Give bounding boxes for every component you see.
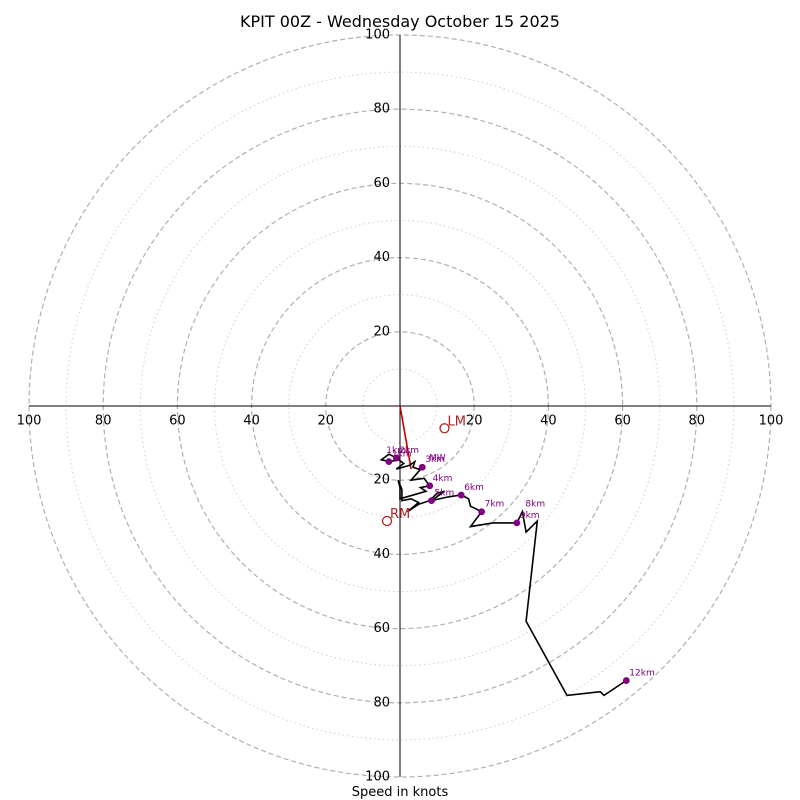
- storm-motion-LM: [439, 423, 450, 434]
- tick-down-20: 20: [373, 473, 390, 488]
- tick-down-60: 60: [373, 621, 390, 636]
- storm-motion-label-LM: LM: [448, 414, 466, 429]
- extra-height-label-1: 8km: [525, 500, 545, 510]
- height-marker-5km: [428, 497, 435, 505]
- hodograph-trace: [379, 453, 627, 697]
- height-label-9km: 9km: [520, 511, 540, 521]
- tick-up-40: 40: [373, 250, 390, 265]
- height-marker-7km: [478, 508, 486, 516]
- tick-down-80: 80: [373, 695, 390, 710]
- tick-right-80: 80: [689, 414, 706, 429]
- height-label-1km: 1km: [392, 450, 412, 460]
- tick-left-40: 40: [243, 414, 260, 429]
- x-axis-label: Speed in knots: [352, 785, 449, 800]
- tick-up-60: 60: [373, 176, 390, 191]
- height-label-12km: 12km: [629, 669, 654, 679]
- tick-right-20: 20: [466, 414, 483, 429]
- height-label-5km: 5km: [435, 489, 455, 499]
- tick-up-20: 20: [373, 324, 390, 339]
- tick-labels: 20 20 20 20 40 40 40 40 60 60 60 60 80 80 80 80 100 100 10…: [17, 28, 784, 785]
- height-label-3km: 3km: [425, 455, 445, 465]
- tick-up-100: 100: [365, 28, 390, 43]
- height-label-2km: 2km: [399, 446, 419, 456]
- height-marker-1km: [385, 458, 393, 466]
- height-marker-2km: [392, 454, 400, 462]
- height-marker-9km: [513, 519, 521, 527]
- height-marker-12km: [622, 677, 630, 684]
- storm-motion-RM: [381, 515, 393, 527]
- height-marker-6km: [457, 491, 465, 499]
- extra-height-label-0: 1km: [386, 446, 406, 456]
- storm-motion-label-RM: RM: [390, 507, 410, 522]
- tick-down-40: 40: [373, 547, 390, 562]
- height-label-6km: 6km: [464, 483, 484, 493]
- tick-right-40: 40: [540, 414, 557, 429]
- mean-wind-vector: [399, 405, 412, 470]
- tick-up-80: 80: [373, 102, 390, 117]
- tick-right-60: 60: [614, 414, 631, 429]
- tick-left-20: 20: [318, 414, 335, 429]
- tick-left-100: 100: [17, 414, 42, 429]
- height-label-7km: 7km: [485, 500, 505, 510]
- tick-right-100: 100: [759, 414, 784, 429]
- tick-left-60: 60: [169, 414, 186, 429]
- extra-height-label-2: MW: [429, 453, 446, 463]
- tick-down-100: 100: [365, 770, 390, 785]
- height-marker-3km: [418, 463, 426, 471]
- chart-title: KPIT 00Z - Wednesday October 15 2025: [240, 12, 560, 31]
- height-marker-4km: [426, 482, 434, 490]
- height-label-4km: 4km: [433, 474, 453, 484]
- tick-left-80: 80: [95, 414, 112, 429]
